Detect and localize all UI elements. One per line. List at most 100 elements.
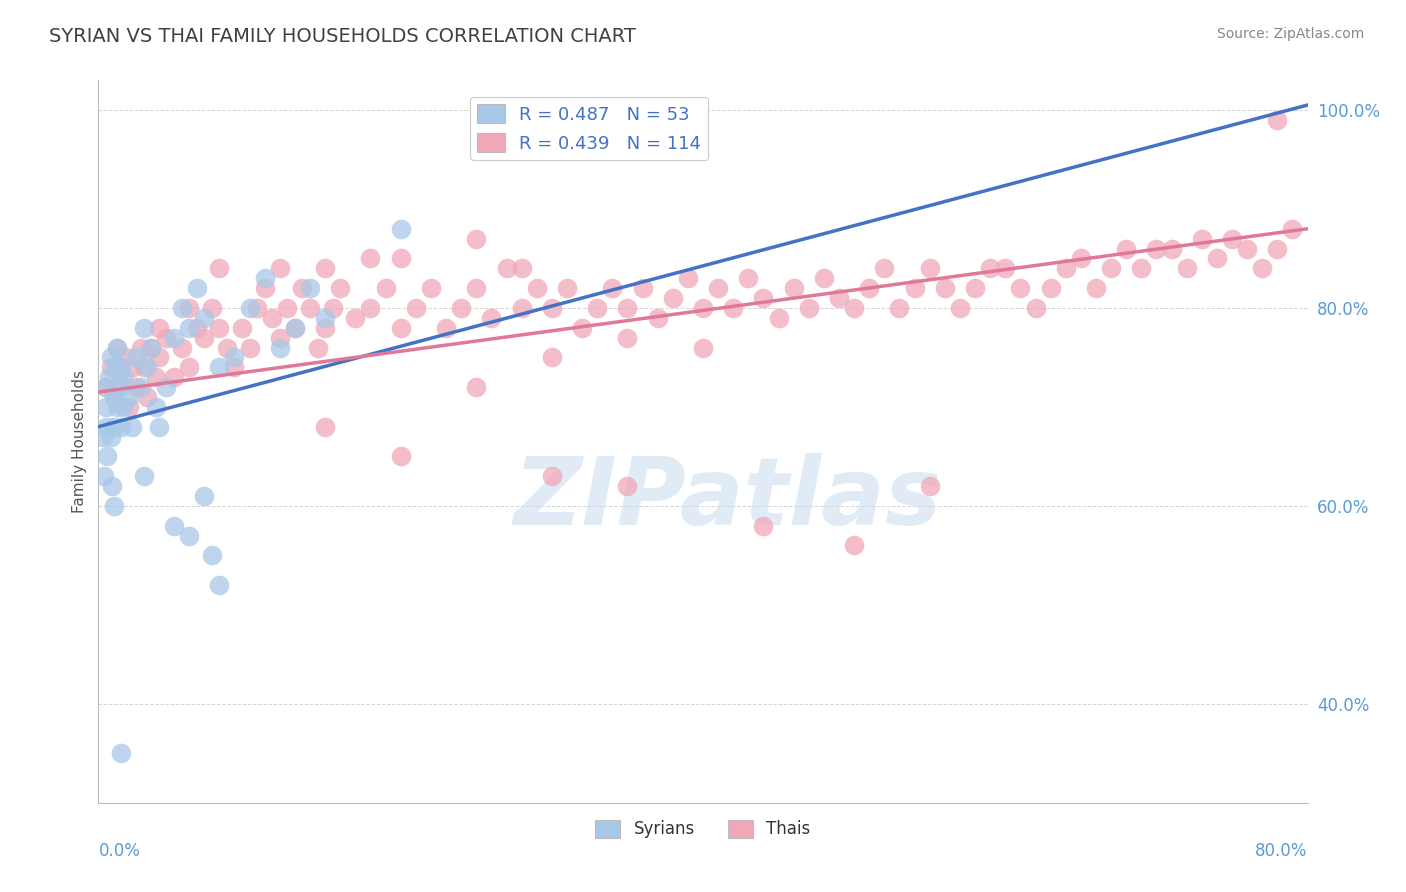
Point — [994, 261, 1017, 276]
Point — [125, 380, 148, 394]
Point — [145, 400, 167, 414]
Point — [170, 341, 193, 355]
Point — [148, 351, 170, 365]
Point — [768, 310, 790, 325]
Point — [215, 341, 238, 355]
Point — [179, 360, 201, 375]
Point — [1160, 242, 1182, 256]
Point — [783, 281, 806, 295]
Point — [344, 310, 367, 325]
Point — [934, 281, 956, 295]
Point — [571, 320, 593, 334]
Point — [661, 291, 683, 305]
Point — [208, 578, 231, 592]
Point — [122, 360, 145, 375]
Point — [110, 360, 132, 375]
Point — [94, 419, 117, 434]
Point — [314, 419, 336, 434]
Point — [1267, 242, 1289, 256]
Point — [1281, 221, 1303, 235]
Point — [125, 351, 148, 365]
Point — [389, 221, 412, 235]
Point — [405, 301, 427, 315]
Point — [813, 271, 835, 285]
Point — [224, 351, 246, 365]
Point — [314, 310, 336, 325]
Point — [1251, 261, 1274, 276]
Point — [121, 419, 143, 434]
Point — [93, 469, 115, 483]
Point — [1085, 281, 1108, 295]
Point — [1115, 242, 1137, 256]
Point — [94, 380, 117, 394]
Point — [434, 320, 457, 334]
Point — [723, 301, 745, 315]
Point — [450, 301, 472, 315]
Point — [374, 281, 396, 295]
Point — [103, 499, 125, 513]
Point — [208, 261, 231, 276]
Point — [193, 310, 215, 325]
Point — [540, 469, 562, 483]
Point — [904, 281, 927, 295]
Point — [132, 320, 155, 334]
Point — [616, 479, 638, 493]
Point — [647, 310, 669, 325]
Point — [239, 341, 262, 355]
Point — [108, 380, 131, 394]
Point — [193, 489, 215, 503]
Point — [540, 351, 562, 365]
Point — [752, 291, 775, 305]
Point — [201, 301, 224, 315]
Point — [360, 252, 382, 266]
Point — [1099, 261, 1122, 276]
Point — [844, 301, 866, 315]
Point — [132, 469, 155, 483]
Point — [246, 301, 269, 315]
Point — [314, 320, 336, 334]
Point — [616, 301, 638, 315]
Point — [94, 380, 117, 394]
Point — [1191, 232, 1213, 246]
Point — [193, 330, 215, 344]
Point — [692, 301, 714, 315]
Point — [1175, 261, 1198, 276]
Point — [110, 370, 132, 384]
Point — [179, 320, 201, 334]
Point — [148, 419, 170, 434]
Point — [889, 301, 911, 315]
Point — [526, 281, 548, 295]
Point — [100, 351, 122, 365]
Point — [420, 281, 443, 295]
Point — [299, 281, 322, 295]
Point — [253, 281, 276, 295]
Point — [1236, 242, 1258, 256]
Point — [586, 301, 609, 315]
Point — [481, 310, 503, 325]
Point — [1024, 301, 1046, 315]
Point — [269, 341, 291, 355]
Point — [737, 271, 759, 285]
Y-axis label: Family Households: Family Households — [72, 370, 87, 513]
Point — [465, 380, 488, 394]
Point — [631, 281, 654, 295]
Point — [179, 301, 201, 315]
Point — [797, 301, 820, 315]
Point — [284, 320, 307, 334]
Point — [322, 301, 344, 315]
Point — [291, 281, 314, 295]
Point — [269, 330, 291, 344]
Point — [307, 341, 329, 355]
Point — [858, 281, 880, 295]
Point — [276, 301, 298, 315]
Point — [163, 330, 186, 344]
Point — [1130, 261, 1153, 276]
Point — [540, 301, 562, 315]
Point — [110, 747, 132, 761]
Point — [104, 360, 127, 375]
Point — [1220, 232, 1243, 246]
Point — [495, 261, 517, 276]
Point — [692, 341, 714, 355]
Point — [1267, 112, 1289, 127]
Point — [602, 281, 624, 295]
